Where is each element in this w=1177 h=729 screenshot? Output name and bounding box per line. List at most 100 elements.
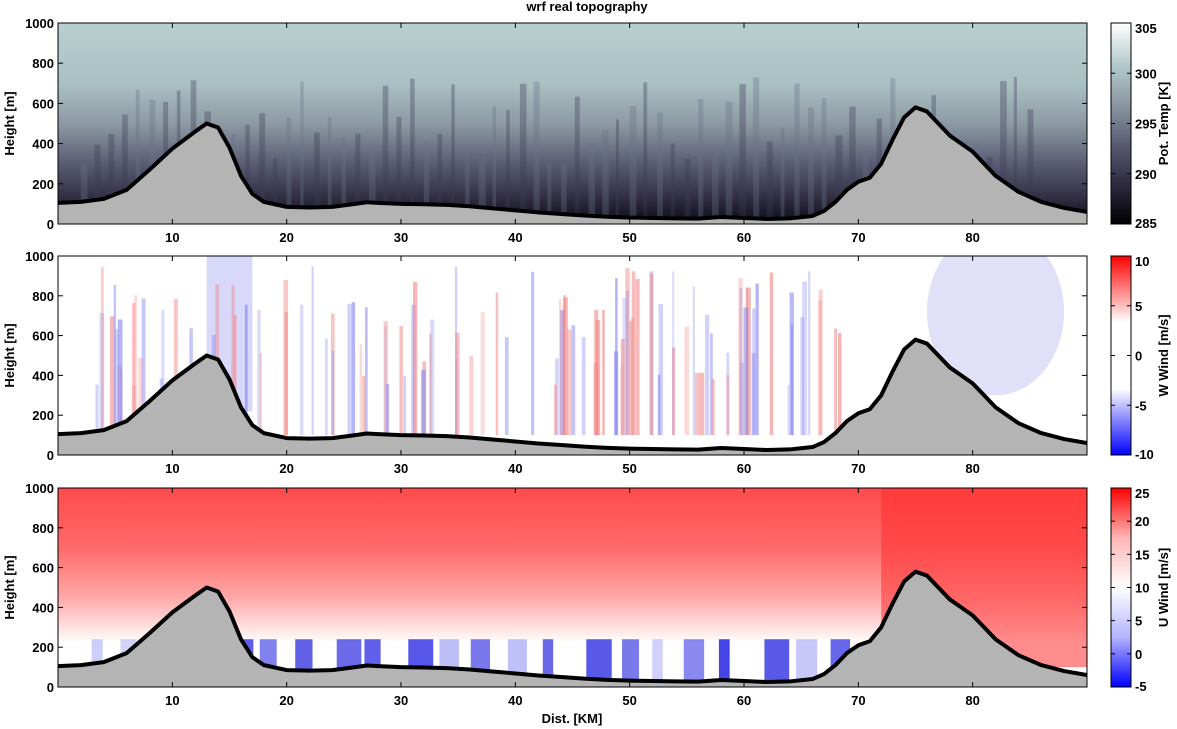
x-tick-label: 30 — [394, 693, 408, 708]
u-wind-reversal — [796, 639, 818, 684]
w-wind-streak — [101, 266, 104, 436]
x-tick-label: 40 — [508, 693, 522, 708]
pot-temp-plume — [122, 114, 128, 224]
pot-temp-plume — [519, 83, 527, 224]
w-wind-streak — [364, 307, 368, 436]
pot-temp-plume — [574, 96, 580, 224]
y-axis-label: Height [m] — [2, 555, 17, 619]
x-tick-label: 20 — [279, 230, 293, 245]
terrain-line — [58, 569, 1087, 685]
w-wind-streak — [386, 383, 390, 436]
colorbar-tick-label: 300 — [1135, 66, 1157, 81]
w-wind-streak — [629, 321, 633, 436]
x-tick-label: 20 — [279, 693, 293, 708]
colorbar-tick-label: 290 — [1135, 167, 1157, 182]
w-wind-streak — [613, 351, 619, 436]
x-tick-label: 60 — [737, 230, 751, 245]
w-wind-streak — [581, 337, 586, 436]
pot-temp-plume — [547, 162, 552, 224]
w-wind-streak — [630, 317, 635, 436]
w-wind-streak — [429, 333, 432, 436]
y-tick-label: 1000 — [25, 249, 54, 264]
w-wind-streak — [455, 358, 458, 436]
pot-temp-plume — [259, 113, 266, 224]
w-wind-streak — [504, 337, 509, 436]
w-wind-streak — [800, 317, 805, 436]
pot-temp-plume — [739, 83, 746, 224]
x-tick-label: 10 — [165, 230, 179, 245]
w-wind-streak — [384, 326, 387, 436]
pot-temp-plume — [1000, 80, 1007, 224]
x-tick-label: 20 — [279, 461, 293, 476]
w-wind-streak — [412, 281, 418, 436]
y-tick-label: 400 — [32, 368, 54, 383]
w-wind-streak — [138, 357, 143, 436]
w-wind-streak — [99, 313, 105, 436]
y-tick-label: 1000 — [25, 481, 54, 496]
w-wind-streak — [173, 298, 178, 436]
w-wind-streak — [257, 310, 261, 436]
pot-temp-plume — [615, 119, 619, 224]
w-wind-streak — [808, 271, 811, 436]
terrain-line — [58, 105, 1087, 221]
pot-temp-plume — [327, 117, 332, 224]
w-wind-streak — [710, 333, 713, 436]
y-tick-label: 200 — [32, 177, 54, 192]
y-tick-label: 400 — [32, 137, 54, 152]
pot-temp-plume — [561, 163, 567, 224]
pot-temp-plume — [368, 142, 376, 224]
w-wind-streak — [421, 369, 426, 436]
colorbar-label: W Wind [m/s] — [1156, 314, 1171, 396]
pot-temp-plume — [533, 81, 540, 224]
pot-temp-plume — [492, 106, 497, 224]
pot-temp-plume — [657, 112, 663, 224]
axes-frame — [57, 22, 1088, 225]
pot-temp-plume — [725, 101, 733, 224]
axes-frame — [57, 487, 1088, 688]
w-wind-streak — [694, 372, 700, 436]
w-wind-downdraft — [926, 256, 1065, 396]
figure-title: wrf real topography — [525, 0, 648, 14]
w-wind-streak — [743, 307, 749, 436]
pot-temp-plume — [135, 89, 140, 224]
w-wind-streak — [555, 358, 559, 436]
w-wind-streak — [625, 268, 630, 436]
x-tick-label: 50 — [622, 693, 636, 708]
x-axis-label: Dist. [KM] — [542, 711, 603, 726]
x-tick-label: 30 — [394, 230, 408, 245]
w-wind-streak — [602, 309, 605, 436]
w-wind-streak — [672, 271, 675, 436]
y-tick-label: 0 — [47, 448, 54, 463]
w-wind-streak — [495, 292, 499, 436]
y-tick-label: 800 — [32, 289, 54, 304]
pot-temp-plume — [821, 98, 827, 224]
w-wind-streak — [311, 266, 314, 436]
pot-temp-plume — [1013, 76, 1017, 224]
pot-temp-plume — [506, 110, 510, 224]
x-tick-label: 80 — [965, 230, 979, 245]
w-wind-streak — [560, 310, 565, 436]
w-wind-streak — [571, 325, 576, 436]
pot-temp-plume — [355, 133, 361, 224]
pot-temp-plume — [437, 133, 443, 224]
w-wind-streak — [480, 312, 485, 436]
w-wind-streak — [259, 352, 262, 436]
pot-temp-plume — [451, 84, 455, 224]
w-wind-streak — [113, 284, 116, 436]
y-tick-label: 600 — [32, 96, 54, 111]
w-wind-streak — [141, 298, 146, 436]
pot-temp-plume — [684, 158, 691, 224]
w-wind-streak — [567, 329, 572, 436]
u-wind-panel: 10 20 30 40 50 60 70 8002004006008001000Height … — [2, 481, 1171, 708]
w-wind-streak — [359, 344, 363, 436]
w-wind-streak — [114, 329, 119, 436]
y-tick-label: 0 — [47, 217, 54, 232]
y-tick-label: 400 — [32, 600, 54, 615]
x-tick-label: 10 — [165, 693, 179, 708]
x-tick-label: 60 — [737, 693, 751, 708]
w-wind-streak — [562, 307, 565, 436]
w-wind-streak — [834, 328, 838, 436]
pot-temp-plume — [300, 81, 304, 224]
pot-temp-plume — [80, 163, 88, 224]
